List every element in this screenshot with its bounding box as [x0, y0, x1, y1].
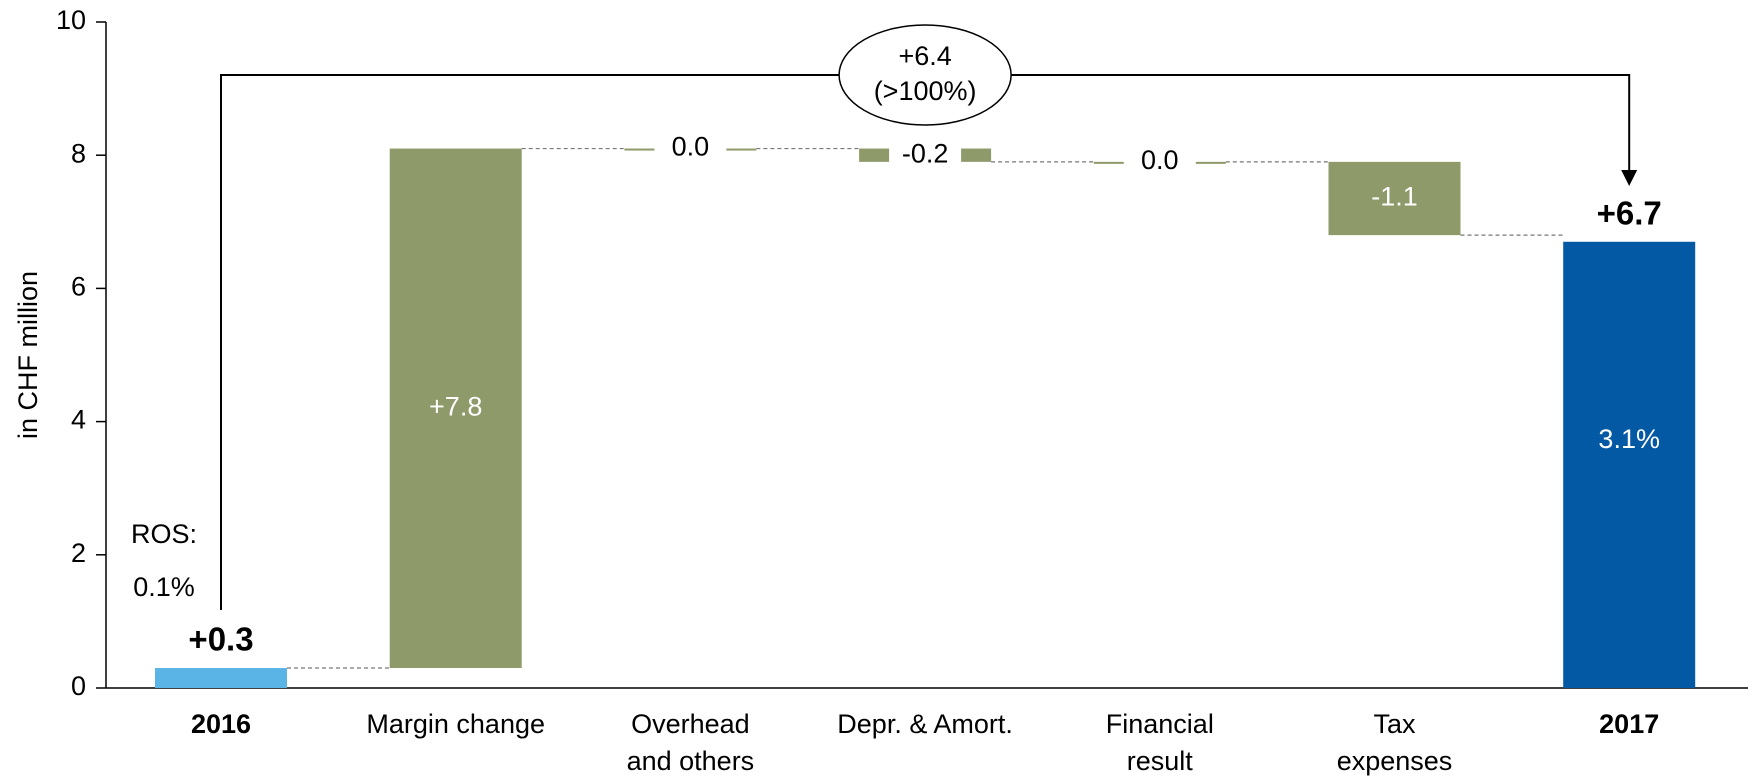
- x-tick-label: Overhead and others: [627, 709, 755, 776]
- bracket-value: +6.4: [898, 41, 951, 71]
- value-label: 0.0: [672, 132, 710, 162]
- value-label: +7.8: [429, 391, 482, 421]
- bar: [1563, 241, 1696, 688]
- value-label: -1.1: [1371, 182, 1418, 212]
- ros-2017: 3.1%: [1598, 424, 1660, 454]
- bracket-ellipse: [838, 24, 1012, 126]
- x-tick-label: 2016: [191, 709, 251, 739]
- value-label: +0.3: [188, 621, 253, 658]
- y-tick-label: 0: [71, 671, 86, 701]
- label-bg: [889, 139, 962, 172]
- y-tick-label: 4: [71, 405, 86, 435]
- x-tick-label: Financial result: [1106, 709, 1214, 776]
- value-label: 0.0: [1141, 145, 1179, 175]
- bracket-pct: (>100%): [874, 76, 977, 106]
- ros-2016: 0.1%: [133, 572, 195, 602]
- bar: [155, 668, 287, 688]
- label-bg: [654, 132, 727, 165]
- x-tick-label: 2017: [1599, 709, 1659, 739]
- y-axis-label: in CHF million: [13, 271, 43, 439]
- bar: [1328, 161, 1461, 236]
- bar: [389, 148, 522, 669]
- x-tick-label: Depr. & Amort.: [837, 709, 1013, 739]
- y-tick-label: 6: [71, 272, 86, 302]
- x-tick-label: Tax expenses: [1337, 709, 1453, 776]
- y-tick-label: 8: [71, 138, 86, 168]
- value-label: +6.7: [1597, 194, 1662, 231]
- y-tick-label: 10: [56, 5, 86, 35]
- bracket-arrow: [1621, 170, 1638, 186]
- value-label: -0.2: [902, 138, 949, 168]
- label-bg: [1123, 145, 1196, 178]
- ros-label: ROS:: [131, 519, 197, 549]
- y-tick-label: 2: [71, 538, 86, 568]
- x-tick-label: Margin change: [366, 709, 545, 739]
